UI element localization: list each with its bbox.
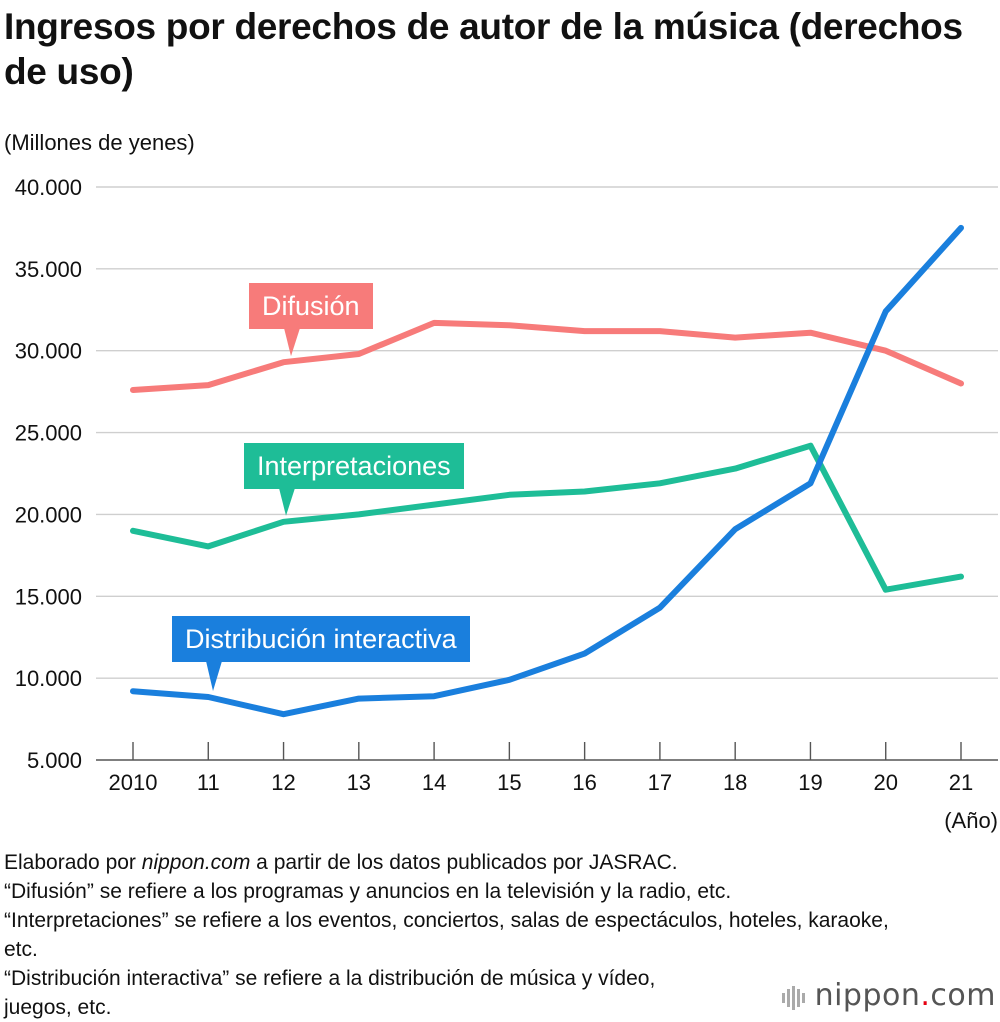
label-pointer	[284, 328, 300, 357]
y-axis-ticks: 5.000 10.000 15.000 20.000 25.000 30.000 35.00…	[15, 175, 82, 773]
x-tick-label: 12	[271, 770, 295, 795]
logo-dot: .	[920, 978, 931, 1013]
data-point-difusion	[657, 328, 663, 334]
data-point-distribucion	[883, 308, 889, 314]
x-tick-label: 16	[572, 770, 596, 795]
y-axis-unit-label: (Millones de yenes)	[4, 130, 195, 155]
chart-notes: Elaborado por nippon.com a partir de los…	[4, 848, 924, 1022]
data-point-difusion	[431, 320, 437, 326]
source-site: nippon.com	[141, 851, 251, 874]
data-point-distribucion	[657, 605, 663, 611]
data-point-difusion	[807, 330, 813, 336]
x-tick-label: 2010	[109, 770, 158, 795]
series-label-interpretaciones: Interpretaciones	[244, 443, 464, 516]
line-chart: 5.000 10.000 15.000 20.000 25.000 30.000 35.00…	[15, 175, 998, 833]
data-point-interpretaciones	[657, 480, 663, 486]
y-tick-label: 15.000	[15, 584, 82, 609]
data-point-distribucion	[281, 711, 287, 717]
data-point-distribucion	[356, 696, 362, 702]
y-tick-label: 40.000	[15, 175, 82, 200]
series-label-distribucion: Distribución interactiva	[172, 616, 470, 691]
data-point-distribucion	[506, 677, 512, 683]
y-tick-label: 35.000	[15, 257, 82, 282]
data-point-difusion	[356, 351, 362, 357]
data-point-difusion	[883, 348, 889, 354]
x-tick-label: 18	[723, 770, 747, 795]
y-tick-label: 20.000	[15, 502, 82, 527]
note-difusion: “Difusión” se refiere a los programas y …	[4, 880, 732, 903]
y-tick-label: 30.000	[15, 339, 82, 364]
data-point-interpretaciones	[431, 502, 437, 508]
data-point-difusion	[281, 359, 287, 365]
data-point-interpretaciones	[582, 489, 588, 495]
data-point-difusion	[130, 387, 136, 393]
note-interpretaciones: “Interpretaciones” se refiere a los even…	[4, 909, 889, 961]
source-note-pre: Elaborado por	[4, 851, 142, 874]
series-label-difusion: Difusión	[249, 283, 373, 357]
data-point-interpretaciones	[356, 511, 362, 517]
x-tick-label: 17	[648, 770, 672, 795]
data-point-distribucion	[205, 694, 211, 700]
logo-suffix: com	[930, 978, 996, 1013]
x-tick-label: 19	[798, 770, 822, 795]
x-tick-label: 20	[873, 770, 897, 795]
y-tick-label: 25.000	[15, 421, 82, 446]
data-point-difusion	[732, 335, 738, 341]
data-point-distribucion	[582, 651, 588, 657]
series-line-difusion	[130, 319, 964, 393]
label-box	[172, 616, 470, 662]
grid-lines	[96, 186, 998, 761]
label-pointer	[206, 661, 222, 691]
data-point-difusion	[506, 322, 512, 328]
label-box	[244, 443, 464, 489]
source-note: Elaborado por nippon.com a partir de los…	[4, 848, 924, 877]
note-distribucion: “Distribución interactiva” se refiere a …	[4, 967, 656, 1019]
chart-title: Ingresos por derechos de autor de la mús…	[4, 6, 963, 92]
logo-text: nippon	[814, 978, 921, 1013]
series-lines	[130, 224, 964, 718]
x-tick-label: 21	[949, 770, 973, 795]
data-point-interpretaciones	[506, 492, 512, 498]
label-text: Distribución interactiva	[185, 624, 458, 654]
data-point-distribucion	[732, 526, 738, 532]
y-tick-label: 10.000	[15, 666, 82, 691]
label-pointer	[279, 488, 295, 516]
series-line-interpretaciones	[130, 442, 964, 593]
source-note-post: a partir de los datos publicados por JAS…	[250, 851, 678, 874]
data-point-distribucion	[130, 688, 136, 694]
x-axis-label: (Año)	[944, 808, 998, 833]
data-point-distribucion	[431, 693, 437, 699]
label-text: Difusión	[262, 291, 360, 321]
nippon-logo: nippon.com	[781, 978, 996, 1014]
x-tick-label: 15	[497, 770, 521, 795]
data-point-distribucion	[807, 480, 813, 486]
data-point-difusion	[958, 380, 964, 386]
x-axis-ticks: 2010 11 12 13 14 15 16 17 18 19 20 21 (Año)	[109, 742, 998, 833]
data-point-difusion	[205, 382, 211, 388]
y-tick-label: 5.000	[27, 748, 82, 773]
label-text: Interpretaciones	[257, 451, 451, 481]
data-point-interpretaciones	[807, 443, 813, 449]
data-point-interpretaciones	[732, 466, 738, 472]
data-point-interpretaciones	[205, 543, 211, 549]
x-tick-label: 14	[422, 770, 446, 795]
nippon-mark-icon	[781, 979, 807, 1014]
series-line-distribucion	[130, 224, 964, 718]
data-point-difusion	[582, 328, 588, 334]
x-tick-label: 13	[347, 770, 371, 795]
data-point-interpretaciones	[958, 574, 964, 580]
data-point-interpretaciones	[281, 519, 287, 525]
data-point-distribucion	[958, 225, 964, 231]
data-point-interpretaciones	[130, 528, 136, 534]
data-point-interpretaciones	[883, 587, 889, 593]
x-tick-label: 11	[197, 770, 220, 795]
series-labels: Difusión Interpretaciones Distribución int…	[172, 283, 470, 691]
label-box	[249, 283, 373, 329]
